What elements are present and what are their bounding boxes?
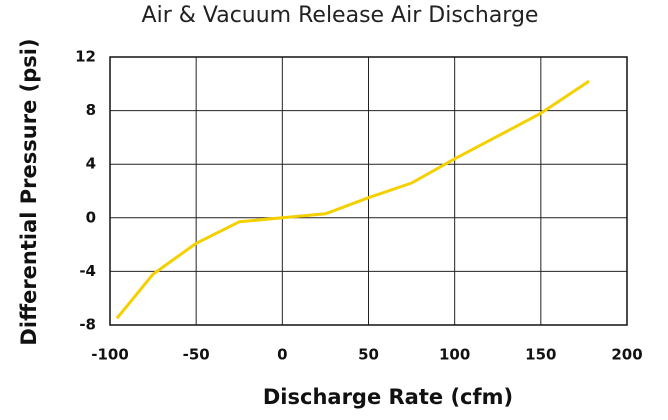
y-tick-label: 0 xyxy=(86,208,96,226)
plot-frame xyxy=(109,56,628,326)
x-tick-label: 50 xyxy=(358,346,379,364)
y-tick-label: 12 xyxy=(75,48,96,66)
y-tick-label: -4 xyxy=(79,262,96,280)
x-tick-label: 0 xyxy=(277,346,287,364)
y-tick-label: -8 xyxy=(79,316,96,334)
y-tick-label: 4 xyxy=(86,155,96,173)
x-tick-label: 200 xyxy=(611,346,642,364)
chart-title: Air & Vacuum Release Air Discharge xyxy=(142,3,539,28)
x-tick-label: -50 xyxy=(183,346,210,364)
y-tick-label: 8 xyxy=(86,101,96,119)
x-tick-label: -100 xyxy=(91,346,129,364)
y-axis-label: Differential Pressure (psi) xyxy=(17,38,41,345)
x-tick-label: 150 xyxy=(525,346,556,364)
x-axis-label: Discharge Rate (cfm) xyxy=(263,385,513,409)
x-tick-label: 100 xyxy=(439,346,470,364)
data-line xyxy=(115,79,590,320)
